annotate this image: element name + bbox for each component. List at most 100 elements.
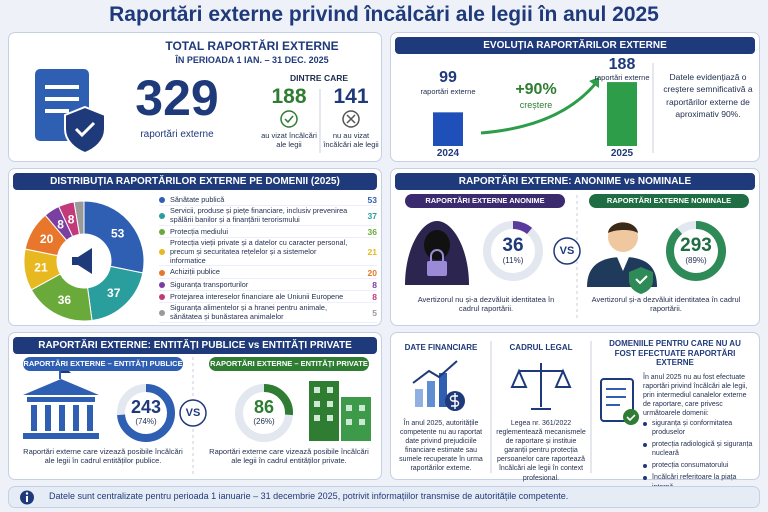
legend-value: 37 [367,210,377,221]
breakdown-label: au vizat încălcări ale legii [261,131,317,150]
legend-dot [159,249,165,256]
segment-label: 37 [107,286,121,300]
legend-row: Protecția mediului 36 [159,226,377,239]
segment-label: 21 [34,261,48,275]
scale-icon [510,363,572,410]
bullet [643,443,647,448]
nominal-caption: Avertizorul și-a dezvăluit identitatea î… [591,295,741,314]
anonymous-value: 36 [502,235,524,256]
legend-value: 53 [367,195,377,205]
legend-name: Achiziții publice [170,267,220,277]
entities-heading: RAPORTĂRI EXTERNE: ENTITĂȚI PUBLICE vs E… [13,337,377,354]
legend-row: Protejarea intereselor financiare ale Un… [159,292,377,304]
total-value-label: raportări externe [140,129,214,140]
legend: Sănătate publică 53 Servicii, produse și p… [159,195,377,323]
card-text: Legea nr. 361/2022 reglementează mecanis… [496,420,586,482]
page-title: Raportări externe privind încălcări ale … [109,3,659,26]
ring-arc [117,384,175,442]
entities-panel: RAPORTĂRI EXTERNE: ENTITĂȚI PUBLICE vs E… [8,332,382,480]
bar-year: 2024 [436,148,460,159]
legend-value: 36 [367,226,377,237]
legend-name: Protecția vieții private și a datelor cu… [170,238,348,265]
legend-dot [159,229,165,235]
segment-label: 36 [58,293,72,307]
finance-icon [412,360,465,411]
list-item: protecția radiologică și siguranța nucle… [643,440,757,458]
anonymity-panel: RAPORTĂRI EXTERNE: ANONIME vs NOMINALE R… [390,168,760,326]
donut-segment [83,200,145,274]
bar-value-label: raportări externe [420,87,476,96]
nominal-label: RAPORTĂRI EXTERNE NOMINALE [589,194,749,208]
legend-value: 21 [367,247,377,258]
legend-row: Siguranța alimentelor și a hranei pentru… [159,304,377,323]
public-building-icon [23,367,99,439]
growth-label: creștere [519,100,553,110]
nominal-share: (89%) [685,256,707,265]
anonymous-share: (11%) [502,256,524,265]
breakdown-value: 188 [271,85,307,108]
card-text: În anul 2025, autoritățile competente nu… [399,420,483,473]
card-text: În anul 2025 nu au fost efectuate raport… [643,374,748,418]
legend-row: Sănătate publică 53 [159,194,377,207]
evolution-chart [433,63,654,153]
evolution-note: Datele evidențiază o creștere semnificat… [663,72,753,119]
anonymity-heading: RAPORTĂRI EXTERNE: ANONIME vs NOMINALE [395,173,755,190]
legend-value: 8 [372,279,377,290]
legend-name: Servicii, produse și piețe financiare, i… [170,206,348,225]
of-which: DINTRE CARE [289,73,349,83]
item-text: siguranța și conformitatea produselor [652,420,733,437]
segment-label: 53 [111,226,125,240]
total-panel: TOTAL RAPORTĂRI EXTERNE ÎN PERIOADA 1 IA… [8,32,382,162]
bullet [643,464,647,469]
public-caption: Raportări externe care vizează posibile … [23,447,183,466]
total-value: 329 [135,70,219,126]
legend-dot [159,197,165,204]
private-share: (26%) [253,417,275,426]
nominal-value: 293 [680,235,712,256]
legend-row: Servicii, produse și piețe financiare, i… [159,207,377,226]
info-panel: DATE FINANCIARE În anul 2025, autorități… [390,332,760,491]
footer: Datele sunt centralizate pentru perioada… [8,486,760,508]
legend-value: 5 [372,308,377,319]
bullet [643,476,647,481]
legend-dot [159,281,165,288]
evolution-heading: EVOLUȚIA RAPORTĂRILOR EXTERNE [395,37,755,54]
total-period: ÎN PERIOADA 1 IAN. – 31 DEC. 2025 [175,55,329,65]
legend-name: Siguranța transporturilor [170,279,249,289]
bar-year: 2025 [610,148,634,159]
card-title: DATE FINANCIARE [404,343,478,352]
anonymous-label: RAPORTĂRI EXTERNE ANONIME [405,194,565,208]
private-building-icon [309,381,371,441]
card-title: DOMENIILE PENTRU CARE NU AU FOST EFECTUA… [609,339,741,368]
breakdown-value: 141 [333,85,369,108]
list-item: siguranța și conformitatea produselor [643,419,757,437]
total-heading: TOTAL RAPORTĂRI EXTERNE [165,39,339,53]
bar-value-label: raportări externe [594,73,650,82]
anonymous-caption: Avertizorul nu și-a dezvăluit identitate… [417,295,555,314]
legend-name: Siguranța alimentelor și a hranei pentru… [170,303,327,322]
segment-label: 20 [40,232,54,246]
checklist-icon [600,378,639,425]
ring-arc [666,221,726,281]
segment-label: 8 [57,217,64,231]
distribution-heading: DISTRIBUȚIA RAPORTĂRILOR EXTERNE PE DOME… [13,173,377,190]
growth: +90% [515,81,557,98]
vs: VS [559,245,575,257]
ring-arc [263,384,293,416]
list-item: protecția consumatorului [643,461,757,470]
footer-text: Datele sunt centralizate pentru perioada… [49,491,569,501]
legend-row: Achiziții publice 20 [159,268,377,279]
public-value: 243 [130,397,162,417]
item-text: protecția radiologică și siguranța nucle… [652,441,753,458]
legend-name: Sănătate publică [170,194,225,204]
private-caption: Raportări externe care vizează posibile … [209,447,369,466]
vs: VS [185,407,201,419]
domain-list: siguranța și conformitatea produselor pro… [643,419,757,495]
segment-label: 8 [68,212,75,226]
bar [433,112,463,146]
private-value: 86 [253,397,275,417]
legend-value: 20 [367,267,377,278]
info-icon [20,490,34,505]
legend-dot [159,294,165,301]
